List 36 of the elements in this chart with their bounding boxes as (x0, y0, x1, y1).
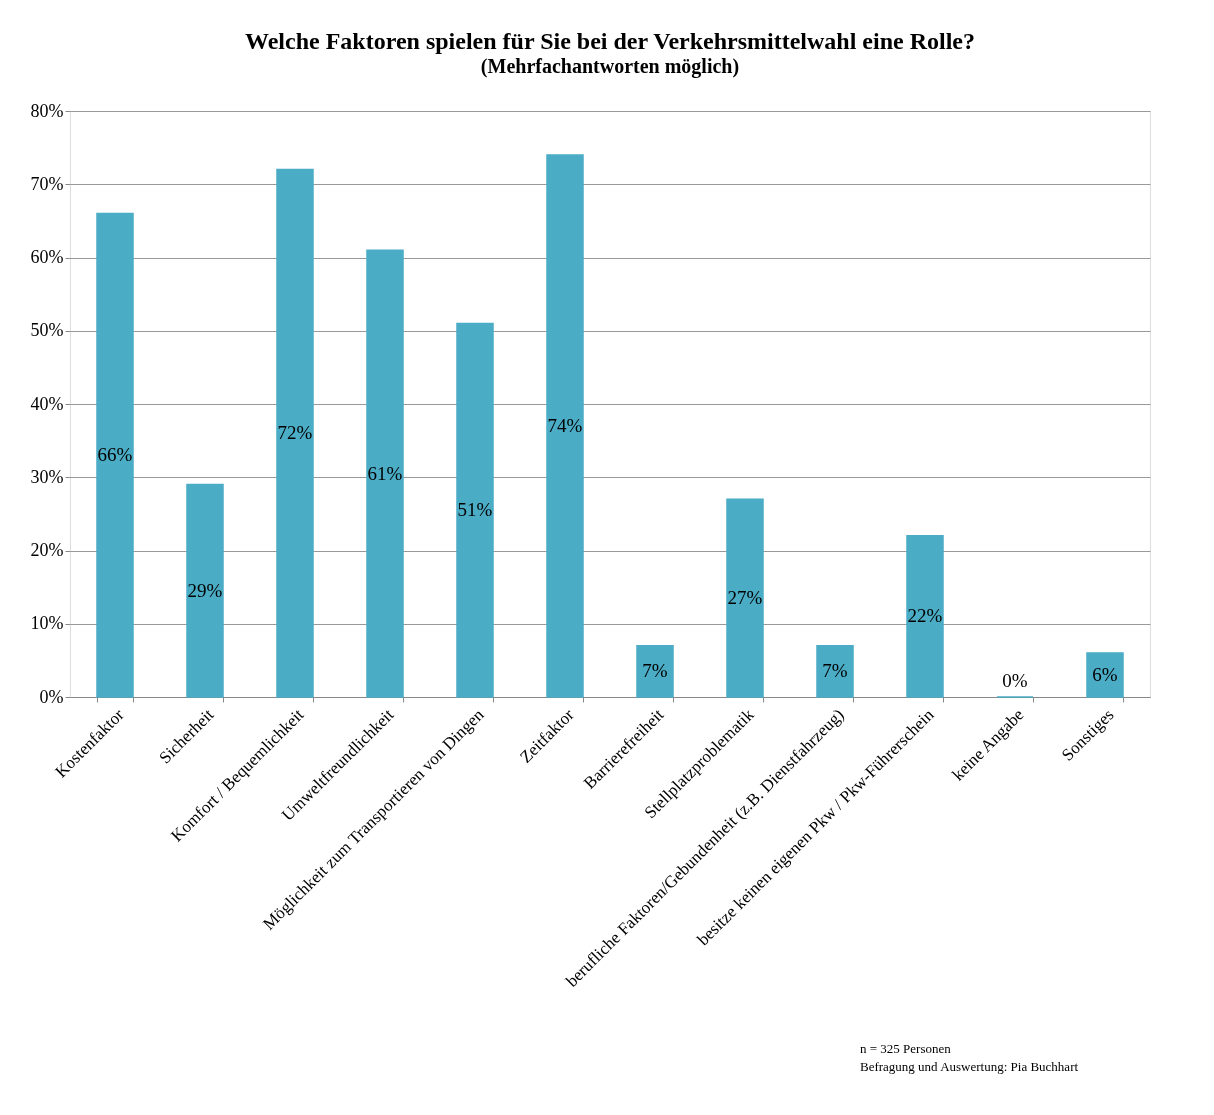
data-label: 27% (727, 587, 763, 609)
y-tick-label: 20% (30, 540, 64, 560)
bar (366, 249, 404, 698)
chart-subtitle: (Mehrfachantworten möglich) (480, 55, 740, 78)
data-label: 74% (547, 414, 583, 436)
chart-title: Welche Faktoren spielen für Sie bei der Verkehrsmittelwahl eine Rolle? (245, 28, 975, 54)
bar (186, 483, 224, 698)
data-label: 22% (907, 605, 943, 627)
bar (456, 322, 494, 698)
data-label: 29% (187, 579, 223, 601)
y-tick-label: 10% (30, 613, 64, 634)
text: n = 325 Personen (860, 1041, 952, 1056)
bar (906, 535, 944, 698)
data-label: 0% (1002, 670, 1028, 691)
y-tick-label: 70% (30, 173, 64, 194)
data-label: 7% (642, 660, 668, 682)
data-label: 7% (822, 660, 848, 682)
bar (816, 644, 854, 698)
y-tick-label: 60% (30, 247, 64, 267)
y-tick-label: 30% (30, 466, 64, 487)
data-label: 72% (277, 422, 313, 444)
bar (546, 154, 584, 698)
data-label: 61% (367, 462, 403, 484)
data-label: 66% (97, 444, 133, 466)
y-tick-label: 50% (30, 320, 64, 341)
data-label: 6% (1092, 664, 1118, 686)
text: Befragung und Auswertung: Pia Buchhart (860, 1059, 1079, 1074)
bar (96, 212, 134, 698)
bar (1086, 652, 1124, 698)
y-tick-label: 40% (30, 393, 64, 414)
y-tick-label: 0% (39, 686, 64, 707)
y-tick-label: 80% (30, 100, 64, 121)
data-label: 51% (457, 499, 493, 521)
bar (726, 498, 764, 698)
bar (636, 644, 674, 698)
bar (276, 168, 314, 698)
